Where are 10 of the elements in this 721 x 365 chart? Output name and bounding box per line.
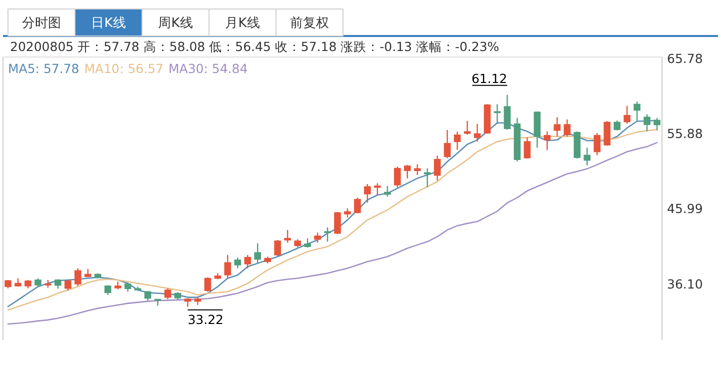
text: 20200805 开：57.78 高：58.08 低：56.45 收：57.18 涨跌：-0.13 涨幅：-0.23% (10, 39, 500, 54)
annotation: 61.12 (471, 70, 508, 86)
y-tick-label: 45.99 (667, 201, 703, 216)
y-tick-label: 55.88 (667, 126, 703, 142)
y-tick-label: 65.78 (667, 50, 703, 66)
text: MA30: 54.84 (168, 61, 248, 76)
text: MA10: 56.57 (84, 61, 164, 76)
text: MA5: 57.78 (8, 61, 80, 76)
y-tick-label: 36.10 (667, 276, 703, 292)
annotation: 33.22 (188, 312, 224, 327)
